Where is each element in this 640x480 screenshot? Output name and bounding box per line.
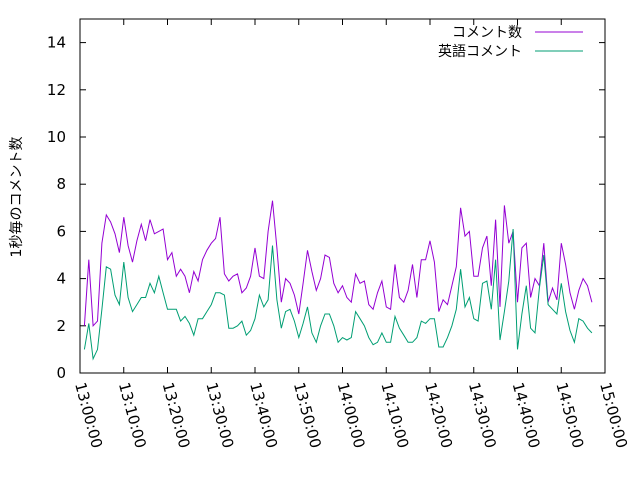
x-axis: 13:00:00 13:10:00 13:20:00 13:30:00 13:40:00… [71,19,631,450]
y-axis-title: 1秒毎のコメント数 [9,137,25,258]
y-axis: 0 2 4 6 8 10 12 14 [47,34,605,382]
x-tick-label: 14:30:00 [465,380,500,450]
x-tick-label: 14:10:00 [377,380,412,450]
x-tick-label: 14:40:00 [509,380,544,450]
x-tick-label: 14:20:00 [421,380,456,450]
series-line-1 [83,200,593,327]
x-tick-label: 13:30:00 [202,380,237,450]
y-tick-label: 4 [56,270,66,288]
y-tick-label: 2 [56,317,66,335]
x-tick-label: 13:10:00 [115,380,150,450]
x-tick-label: 14:50:00 [552,380,587,450]
legend-label-2: 英語コメント [438,43,522,60]
y-tick-label: 6 [56,222,66,240]
series-lines [83,200,593,361]
y-tick-label: 12 [47,81,66,99]
legend-label-1: コメント数 [452,25,522,41]
x-tick-label: 13:20:00 [159,380,194,450]
x-tick-label: 13:50:00 [290,380,325,450]
x-tick-label: 14:00:00 [334,380,369,450]
x-tick-label: 13:40:00 [246,380,281,450]
y-tick-label: 14 [47,34,66,52]
y-tick-label: 0 [56,364,66,382]
y-tick-label: 8 [56,175,66,193]
x-tick-label: 13:00:00 [71,380,106,450]
x-tick-label: 15:00:00 [596,380,631,450]
series-line-2 [83,228,593,361]
y-tick-label: 10 [47,128,66,146]
plot-frame [79,18,606,374]
